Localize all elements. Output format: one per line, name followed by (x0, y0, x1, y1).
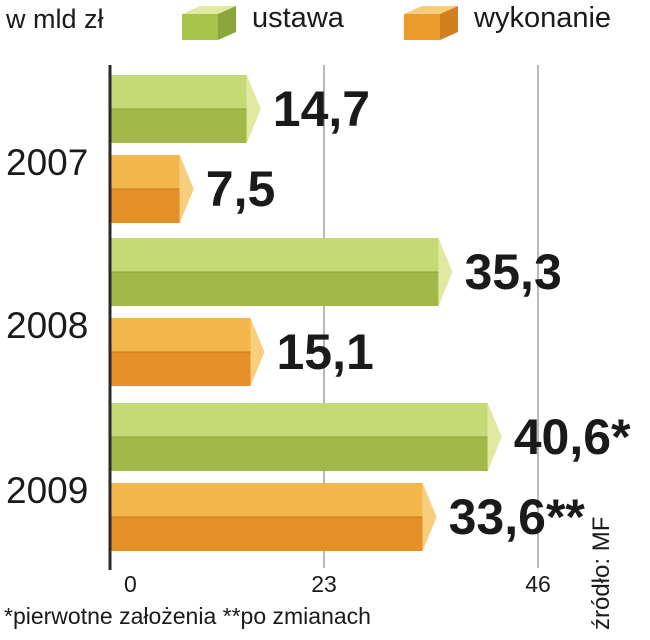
x-tick-label: 23 (311, 571, 337, 597)
bar-ustawa-2008-top (110, 238, 439, 272)
bar-wykonanie-2008-top (110, 318, 251, 352)
unit-label: w mld zł (6, 4, 104, 34)
bar-ustawa-2009-bottom (110, 437, 488, 471)
data-label: 15,1 (276, 324, 373, 380)
bar-ustawa-2007-top (110, 75, 247, 109)
bar-tip (250, 318, 265, 386)
bar-wykonanie-2007-bottom (110, 189, 180, 223)
category-label: 2009 (6, 470, 88, 511)
category-label: 2007 (6, 142, 88, 183)
bar-tip (246, 75, 261, 143)
bar-tip (438, 238, 453, 306)
data-label: 40,6* (514, 409, 631, 465)
data-label: 14,7 (273, 81, 370, 137)
x-tick-label: 0 (124, 571, 137, 597)
bar-tip (422, 483, 437, 551)
bar-ustawa-2007-bottom (110, 109, 247, 143)
category-label: 2008 (6, 305, 88, 346)
bar-wykonanie-2009-bottom (110, 517, 423, 551)
data-label: 35,3 (464, 244, 561, 300)
legend-label-ustawa: ustawa (252, 2, 344, 34)
footnote: *pierwotne założenia **po zmianach (4, 603, 371, 629)
source-label: źródło: MF (588, 516, 615, 630)
bar-ustawa-2009-top (110, 403, 488, 437)
bar-wykonanie-2008-bottom (110, 352, 251, 386)
data-label: 7,5 (206, 161, 276, 217)
legend-icon-wykonanie (404, 6, 458, 40)
bar-ustawa-2008-bottom (110, 272, 439, 306)
legend-label-wykonanie: wykonanie (474, 2, 612, 34)
bar-tip (487, 403, 502, 471)
x-tick-label: 46 (525, 571, 551, 597)
bar-tip (179, 155, 194, 223)
bar-wykonanie-2009-top (110, 483, 423, 517)
data-label: 33,6** (449, 489, 586, 545)
legend-icon-ustawa (182, 6, 236, 40)
bar-wykonanie-2007-top (110, 155, 180, 189)
